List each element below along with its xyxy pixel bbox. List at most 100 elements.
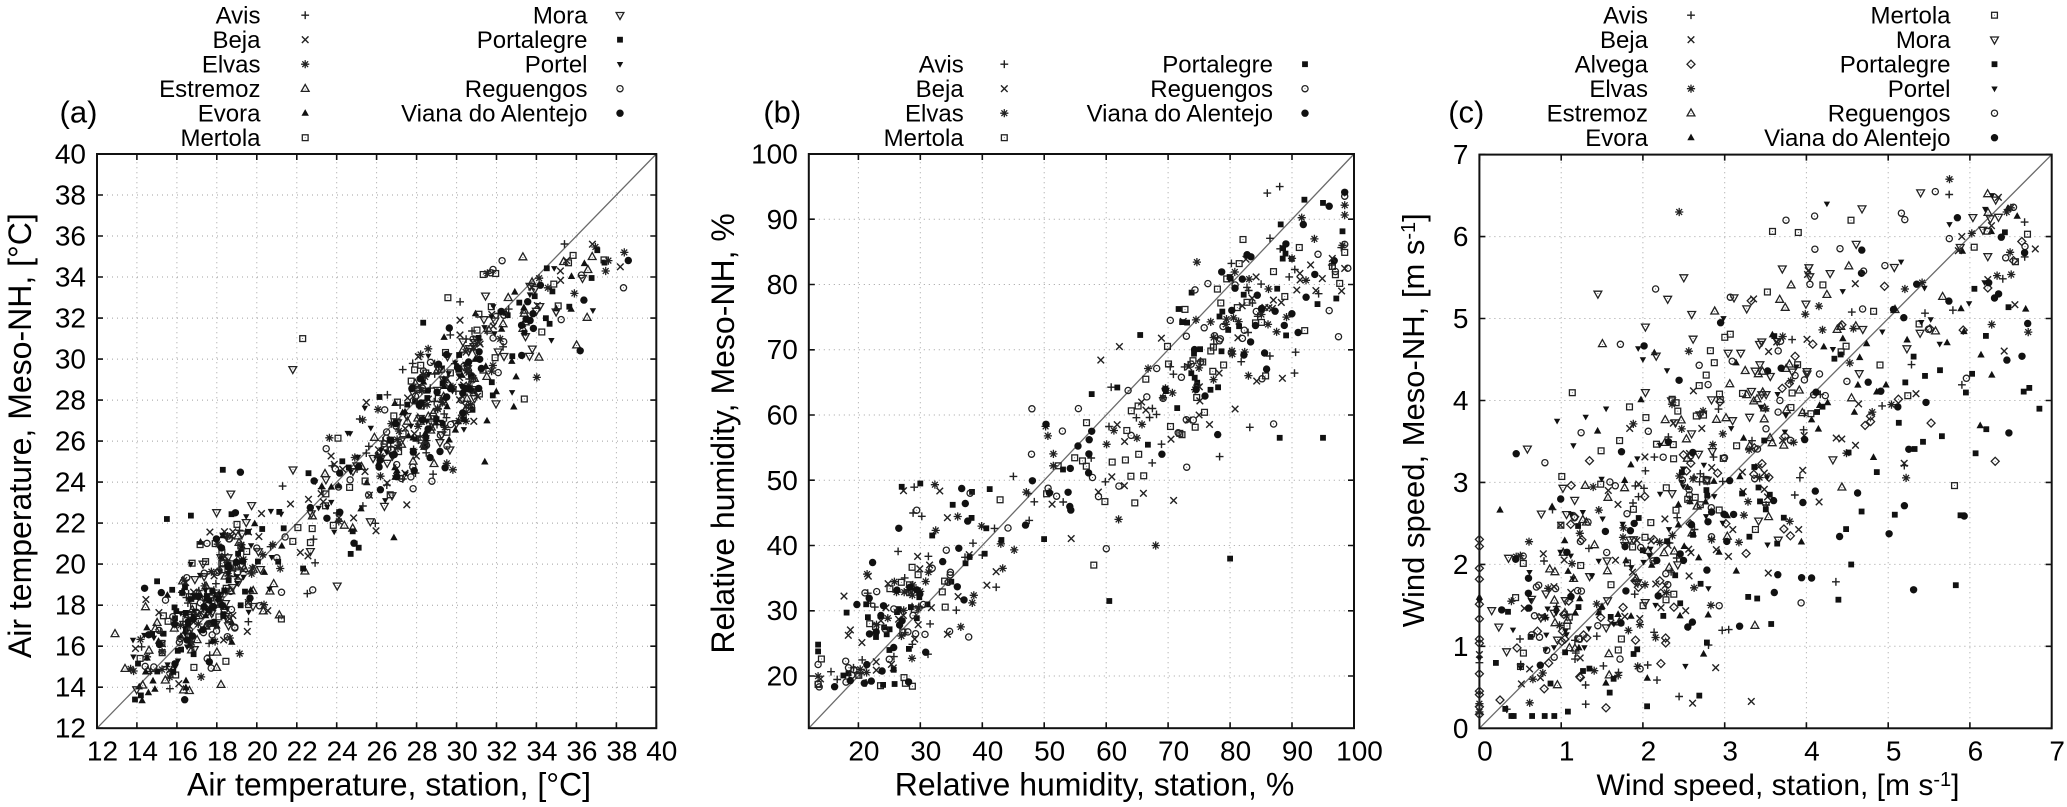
svg-text:Avis: Avis <box>216 2 261 29</box>
svg-text:Alvega: Alvega <box>1575 51 1649 78</box>
svg-text:40: 40 <box>767 530 798 561</box>
svg-text:Reguengos: Reguengos <box>1828 100 1951 127</box>
svg-text:Air temperature, station, [°C]: Air temperature, station, [°C] <box>187 767 591 803</box>
svg-text:20: 20 <box>767 661 798 692</box>
svg-text:Mertola: Mertola <box>884 125 965 152</box>
svg-text:26: 26 <box>367 736 398 767</box>
svg-text:3: 3 <box>1453 467 1469 498</box>
svg-text:Wind speed, station, [m s-1]: Wind speed, station, [m s-1] <box>1597 769 1960 802</box>
svg-text:Reguengos: Reguengos <box>465 76 588 103</box>
svg-text:30: 30 <box>767 595 798 626</box>
svg-text:22: 22 <box>55 508 86 539</box>
svg-text:(b): (b) <box>763 94 801 129</box>
svg-text:Mora: Mora <box>533 2 588 29</box>
svg-text:Mertola: Mertola <box>180 125 261 152</box>
svg-text:90: 90 <box>1282 736 1313 767</box>
svg-text:26: 26 <box>55 426 86 457</box>
svg-text:20: 20 <box>55 549 86 580</box>
svg-text:5: 5 <box>1453 303 1469 334</box>
svg-text:Elvas: Elvas <box>905 100 964 127</box>
svg-text:Beja: Beja <box>916 76 965 103</box>
svg-text:Beja: Beja <box>1600 27 1649 54</box>
svg-text:Relative humidity, Meso-NH, %: Relative humidity, Meso-NH, % <box>705 213 741 653</box>
svg-text:18: 18 <box>55 590 86 621</box>
svg-text:16: 16 <box>55 631 86 662</box>
svg-text:14: 14 <box>127 736 158 767</box>
svg-text:70: 70 <box>1158 736 1189 767</box>
svg-text:32: 32 <box>486 736 517 767</box>
svg-text:0: 0 <box>1477 736 1493 767</box>
svg-text:30: 30 <box>447 736 478 767</box>
svg-text:1: 1 <box>1453 631 1469 662</box>
svg-text:Portalegre: Portalegre <box>477 27 588 54</box>
svg-text:60: 60 <box>767 400 798 431</box>
svg-text:Elvas: Elvas <box>202 51 261 78</box>
svg-text:Viana do Alentejo: Viana do Alentejo <box>1087 100 1273 127</box>
svg-text:Elvas: Elvas <box>1589 76 1648 103</box>
svg-text:4: 4 <box>1453 385 1469 416</box>
svg-text:(a): (a) <box>60 94 98 129</box>
svg-text:50: 50 <box>1034 736 1065 767</box>
svg-text:Estremoz: Estremoz <box>1547 100 1648 127</box>
svg-text:Portel: Portel <box>1888 76 1951 103</box>
svg-text:100: 100 <box>751 139 798 170</box>
svg-text:2: 2 <box>1641 736 1657 767</box>
svg-text:0: 0 <box>1453 713 1469 744</box>
svg-text:18: 18 <box>207 736 238 767</box>
svg-text:32: 32 <box>55 303 86 334</box>
svg-text:Relative humidity, station, %: Relative humidity, station, % <box>895 767 1295 803</box>
svg-text:Avis: Avis <box>1603 2 1648 29</box>
svg-text:34: 34 <box>55 262 86 293</box>
svg-text:28: 28 <box>55 385 86 416</box>
svg-text:Portel: Portel <box>525 51 588 78</box>
svg-text:Evora: Evora <box>198 100 261 127</box>
svg-text:6: 6 <box>1968 736 1984 767</box>
svg-text:100: 100 <box>1336 736 1383 767</box>
svg-text:7: 7 <box>1453 139 1469 170</box>
svg-text:12: 12 <box>87 736 118 767</box>
svg-text:14: 14 <box>55 672 86 703</box>
svg-text:40: 40 <box>55 139 86 170</box>
svg-text:Portalegre: Portalegre <box>1162 51 1273 78</box>
svg-text:40: 40 <box>646 736 677 767</box>
svg-text:24: 24 <box>55 467 86 498</box>
svg-text:80: 80 <box>767 269 798 300</box>
svg-text:Estremoz: Estremoz <box>159 76 260 103</box>
svg-text:40: 40 <box>972 736 1003 767</box>
svg-text:Avis: Avis <box>919 51 964 78</box>
svg-text:5: 5 <box>1886 736 1902 767</box>
svg-text:Beja: Beja <box>212 27 261 54</box>
svg-text:28: 28 <box>407 736 438 767</box>
svg-text:34: 34 <box>526 736 557 767</box>
svg-text:80: 80 <box>1220 736 1251 767</box>
svg-text:38: 38 <box>55 180 86 211</box>
svg-text:Portalegre: Portalegre <box>1840 51 1951 78</box>
svg-text:38: 38 <box>606 736 637 767</box>
svg-text:36: 36 <box>566 736 597 767</box>
svg-text:Evora: Evora <box>1585 125 1648 152</box>
svg-text:7: 7 <box>2049 736 2065 767</box>
svg-text:22: 22 <box>287 736 318 767</box>
svg-text:6: 6 <box>1453 221 1469 252</box>
svg-text:2: 2 <box>1453 549 1469 580</box>
svg-text:36: 36 <box>55 221 86 252</box>
svg-text:Viana do Alentejo: Viana do Alentejo <box>1764 125 1950 152</box>
svg-text:1: 1 <box>1559 736 1575 767</box>
svg-text:70: 70 <box>767 334 798 365</box>
svg-text:3: 3 <box>1722 736 1738 767</box>
svg-text:30: 30 <box>910 736 941 767</box>
svg-text:16: 16 <box>167 736 198 767</box>
svg-text:Viana do Alentejo: Viana do Alentejo <box>401 100 587 127</box>
svg-text:20: 20 <box>247 736 278 767</box>
svg-text:30: 30 <box>55 344 86 375</box>
svg-text:50: 50 <box>767 465 798 496</box>
svg-text:24: 24 <box>327 736 358 767</box>
svg-text:Air temperature, Meso-NH, [°C]: Air temperature, Meso-NH, [°C] <box>2 213 38 658</box>
svg-text:Mora: Mora <box>1896 27 1951 54</box>
svg-text:Wind speed, Meso-NH, [m s-1]: Wind speed, Meso-NH, [m s-1] <box>1396 213 1431 627</box>
svg-text:20: 20 <box>848 736 879 767</box>
svg-text:Mertola: Mertola <box>1870 2 1951 29</box>
svg-text:12: 12 <box>55 713 86 744</box>
svg-text:60: 60 <box>1096 736 1127 767</box>
svg-text:4: 4 <box>1804 736 1820 767</box>
